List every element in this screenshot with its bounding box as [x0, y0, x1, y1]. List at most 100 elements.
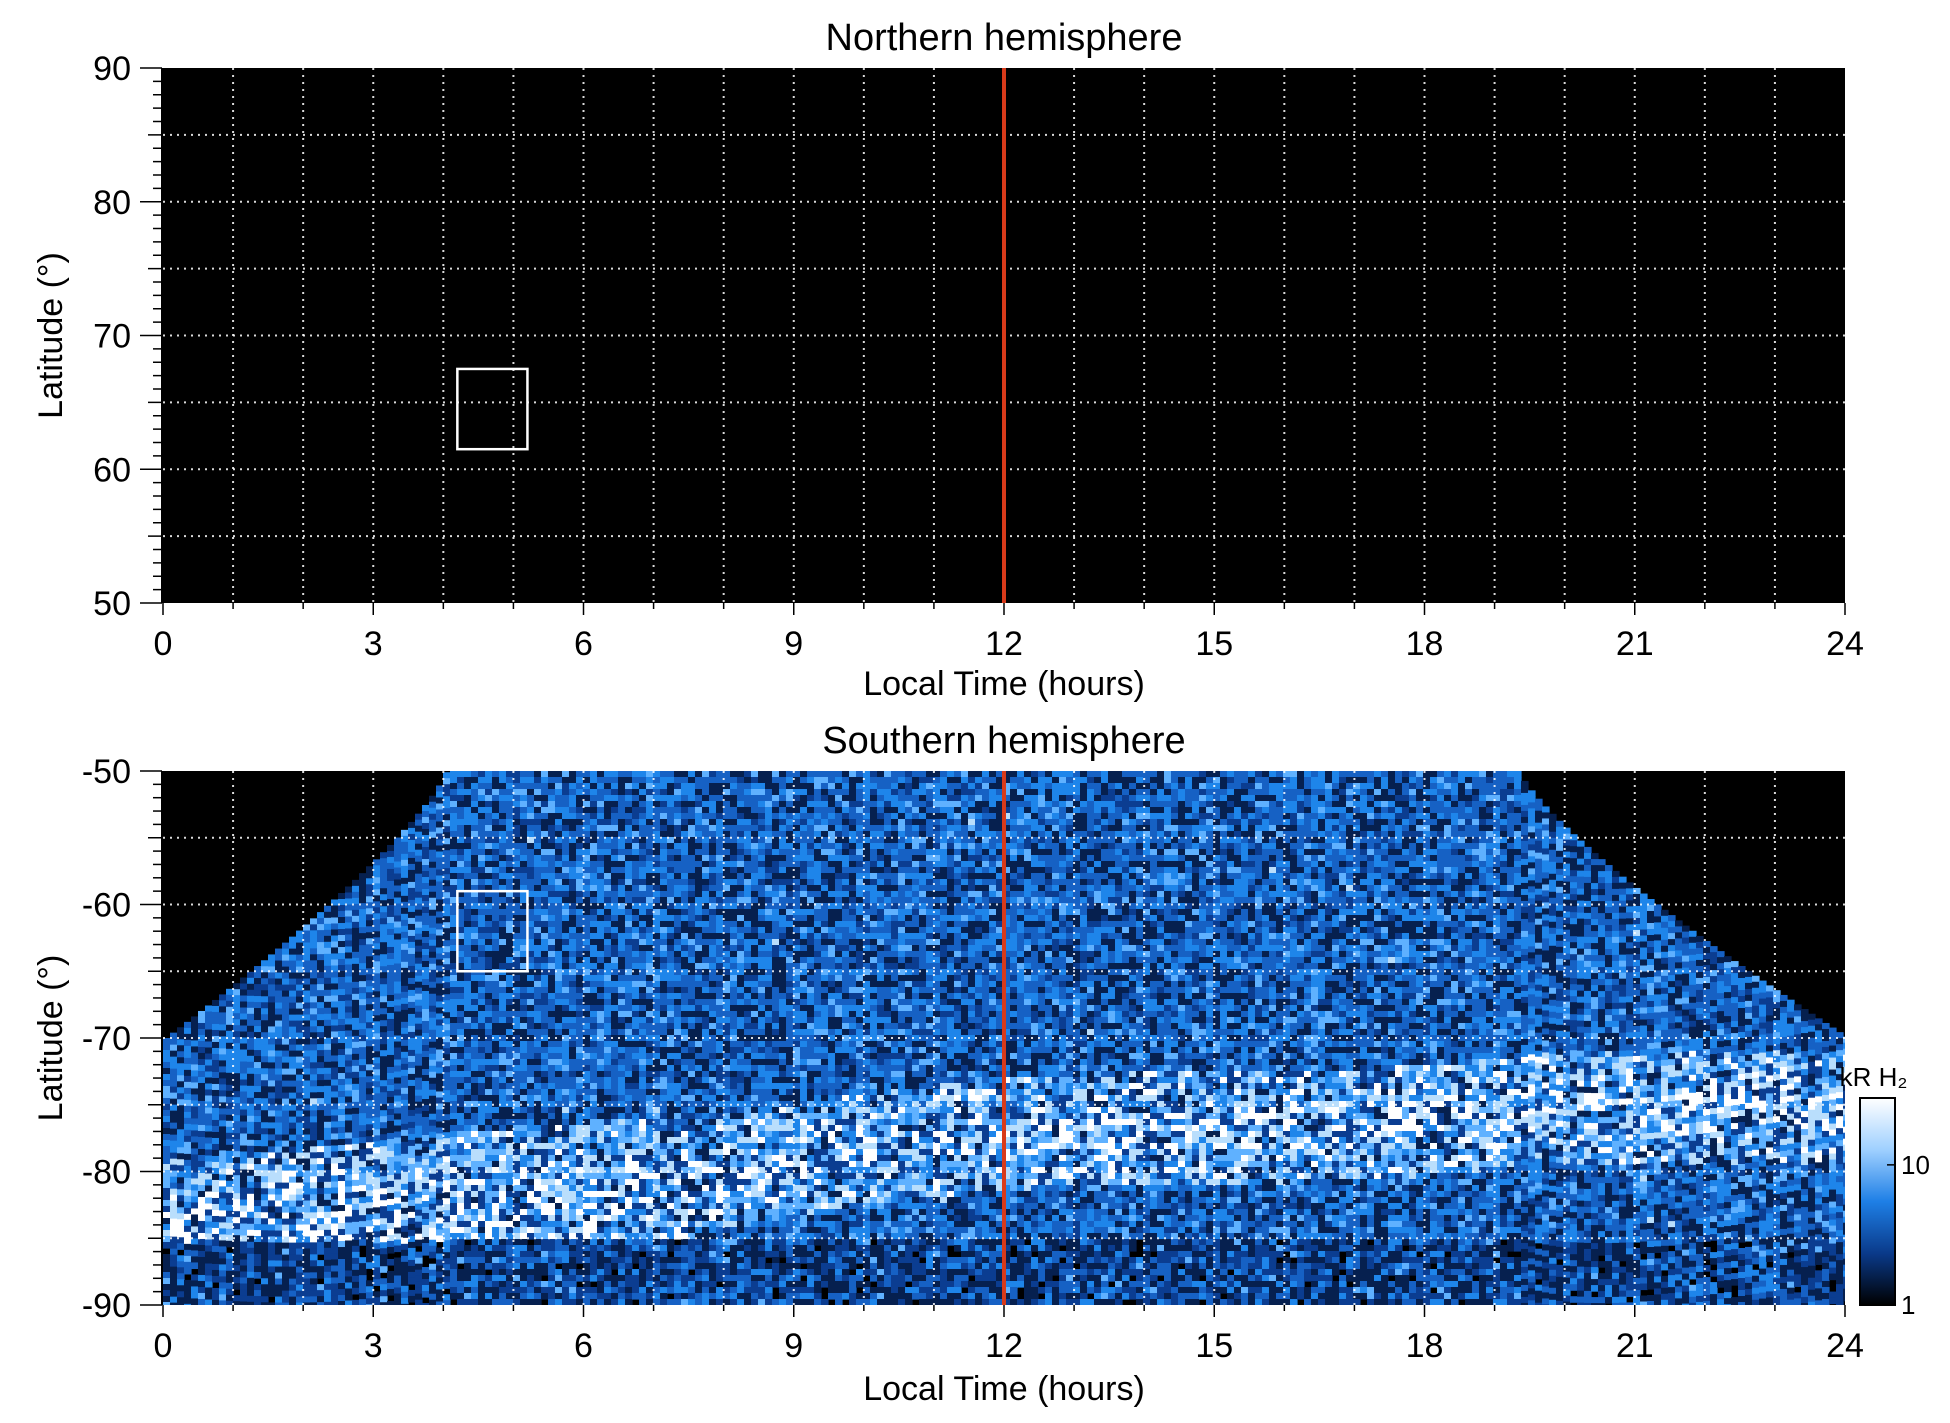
- heatmap-cell: [625, 897, 633, 904]
- heatmap-cell: [534, 1029, 542, 1036]
- heatmap-cell: [478, 1281, 486, 1288]
- heatmap-cell: [408, 852, 416, 859]
- heatmap-cell: [534, 1059, 542, 1066]
- heatmap-cell: [254, 1242, 262, 1249]
- heatmap-cell: [177, 1207, 185, 1214]
- heatmap-cell: [429, 808, 437, 815]
- heatmap-cell: [478, 987, 486, 994]
- heatmap-cell: [219, 1264, 227, 1271]
- heatmap-cell: [331, 989, 339, 996]
- heatmap-cell: [450, 789, 458, 796]
- heatmap-cell: [317, 1212, 325, 1219]
- heatmap-cell: [254, 1122, 262, 1129]
- heatmap-cell: [170, 1285, 178, 1292]
- heatmap-cell: [478, 1089, 486, 1096]
- heatmap-cell: [380, 1296, 388, 1303]
- heatmap-cell: [471, 1209, 479, 1216]
- heatmap-cell: [443, 772, 451, 779]
- heatmap-cell: [611, 825, 619, 832]
- heatmap-cell: [352, 1042, 360, 1049]
- heatmap-cell: [380, 1134, 388, 1141]
- heatmap-cell: [422, 943, 430, 950]
- heatmap-cell: [597, 981, 605, 988]
- heatmap-cell: [576, 861, 584, 868]
- heatmap-cell: [401, 1184, 409, 1191]
- heatmap-cell: [212, 1240, 220, 1247]
- heatmap-cell: [471, 933, 479, 940]
- heatmap-cell: [345, 922, 353, 929]
- heatmap-cell: [324, 1194, 332, 1201]
- heatmap-cell: [604, 843, 612, 850]
- heatmap-cell: [240, 1044, 248, 1051]
- heatmap-cell: [450, 1011, 458, 1018]
- heatmap-cell: [289, 1135, 297, 1142]
- heatmap-cell: [429, 1300, 437, 1307]
- heatmap-cell: [492, 777, 500, 784]
- heatmap-cell: [163, 1266, 171, 1273]
- heatmap-cell: [205, 1083, 213, 1090]
- heatmap-cell: [541, 1155, 549, 1162]
- heatmap-cell: [562, 1203, 570, 1210]
- heatmap-cell: [261, 996, 269, 1003]
- heatmap-cell: [275, 1039, 283, 1046]
- heatmap-cell: [331, 1145, 339, 1152]
- heatmap-cell: [485, 957, 493, 964]
- heatmap-cell: [422, 1177, 430, 1184]
- heatmap-cell: [618, 1293, 626, 1300]
- heatmap-cell: [184, 1082, 192, 1089]
- heatmap-cell: [261, 1200, 269, 1207]
- heatmap-cell: [261, 1284, 269, 1291]
- heatmap-cell: [604, 1275, 612, 1282]
- heatmap-cell: [317, 1026, 325, 1033]
- heatmap-cell: [352, 1174, 360, 1181]
- heatmap-cell: [338, 995, 346, 1002]
- heatmap-cell: [534, 927, 542, 934]
- heatmap-cell: [450, 1077, 458, 1084]
- heatmap-cell: [597, 987, 605, 994]
- heatmap-cell: [464, 1083, 472, 1090]
- heatmap-cell: [527, 1041, 535, 1048]
- heatmap-cell: [450, 1119, 458, 1126]
- heatmap-cell: [331, 1109, 339, 1116]
- heatmap-cell: [401, 1136, 409, 1143]
- heatmap-cell: [569, 1215, 577, 1222]
- heatmap-cell: [401, 938, 409, 945]
- heatmap-cell: [296, 1111, 304, 1118]
- heatmap-cell: [555, 1245, 563, 1252]
- heatmap-cell: [261, 1158, 269, 1165]
- heatmap-cell: [548, 927, 556, 934]
- heatmap-cell: [618, 975, 626, 982]
- heatmap-cell: [464, 1011, 472, 1018]
- heatmap-cell: [366, 884, 374, 891]
- heatmap-cell: [170, 1147, 178, 1154]
- heatmap-cell: [247, 1122, 255, 1129]
- heatmap-cell: [576, 999, 584, 1006]
- heatmap-cell: [345, 1018, 353, 1025]
- heatmap-cell: [569, 1245, 577, 1252]
- heatmap-cell: [247, 1212, 255, 1219]
- heatmap-cell: [492, 1047, 500, 1054]
- heatmap-cell: [415, 1018, 423, 1025]
- heatmap-cell: [618, 861, 626, 868]
- heatmap-cell: [338, 917, 346, 924]
- heatmap-cell: [429, 796, 437, 803]
- heatmap-cell: [212, 1210, 220, 1217]
- heatmap-cell: [576, 1191, 584, 1198]
- heatmap-cell: [254, 1188, 262, 1195]
- heatmap-cell: [478, 1143, 486, 1150]
- heatmap-cell: [562, 1245, 570, 1252]
- heatmap-cell: [422, 1267, 430, 1274]
- heatmap-cell: [590, 777, 598, 784]
- heatmap-cell: [576, 957, 584, 964]
- heatmap-cell: [338, 1211, 346, 1218]
- heatmap-cell: [415, 910, 423, 917]
- heatmap-cell: [527, 1215, 535, 1222]
- heatmap-cell: [569, 1143, 577, 1150]
- heatmap-cell: [212, 1084, 220, 1091]
- heatmap-cell: [317, 912, 325, 919]
- heatmap-cell: [275, 1195, 283, 1202]
- heatmap-cell: [163, 1128, 171, 1135]
- heatmap-cell: [527, 1167, 535, 1174]
- heatmap-cell: [478, 1005, 486, 1012]
- heatmap-cell: [170, 1075, 178, 1082]
